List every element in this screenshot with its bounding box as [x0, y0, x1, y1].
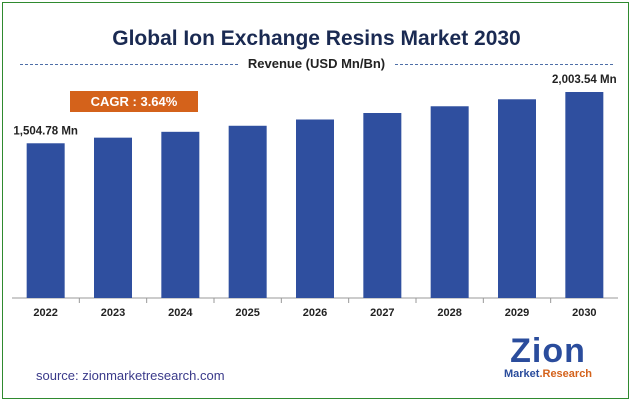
x-tick-label-2024: 2024	[168, 307, 193, 319]
bar-2026	[296, 119, 334, 298]
x-tick-label-2028: 2028	[437, 307, 461, 319]
x-tick-label-2026: 2026	[303, 307, 327, 319]
bar-2025	[228, 125, 267, 298]
logo-wordmark: Zion	[510, 332, 586, 370]
zion-logo: Zion Market.Research	[492, 334, 604, 384]
bar-2028	[430, 106, 469, 298]
bar-2023	[94, 137, 132, 298]
x-tick-label-2023: 2023	[101, 307, 125, 319]
logo-research-text: .Research	[539, 368, 593, 380]
x-tick-label-2022: 2022	[33, 307, 57, 319]
logo-market-text: Market	[503, 368, 540, 380]
cagr-badge: CAGR : 3.64%	[70, 91, 198, 112]
bar-2022	[26, 143, 65, 298]
data-label-2022: 1,504.78 Mn	[13, 125, 78, 137]
logo-tagline: Market.Research	[492, 368, 604, 381]
x-tick-label-2025: 2025	[235, 307, 259, 319]
chart-title: Global Ion Exchange Resins Market 2030	[112, 27, 521, 50]
bar-2027	[363, 112, 402, 299]
bar-2024	[161, 131, 200, 298]
data-label-2030: 2,003.54 Mn	[552, 74, 617, 86]
subtitle-divider-left	[20, 64, 238, 65]
bar-2030	[565, 92, 604, 298]
bar-2029	[498, 99, 536, 298]
x-tick-label-2029: 2029	[505, 307, 529, 319]
x-tick-label-2030: 2030	[572, 307, 596, 319]
chart-subtitle: Revenue (USD Mn/Bn)	[247, 56, 386, 71]
x-tick-label-2027: 2027	[370, 307, 394, 319]
source-note: source: zionmarketresearch.com	[36, 368, 225, 383]
subtitle-divider-right	[395, 64, 613, 65]
